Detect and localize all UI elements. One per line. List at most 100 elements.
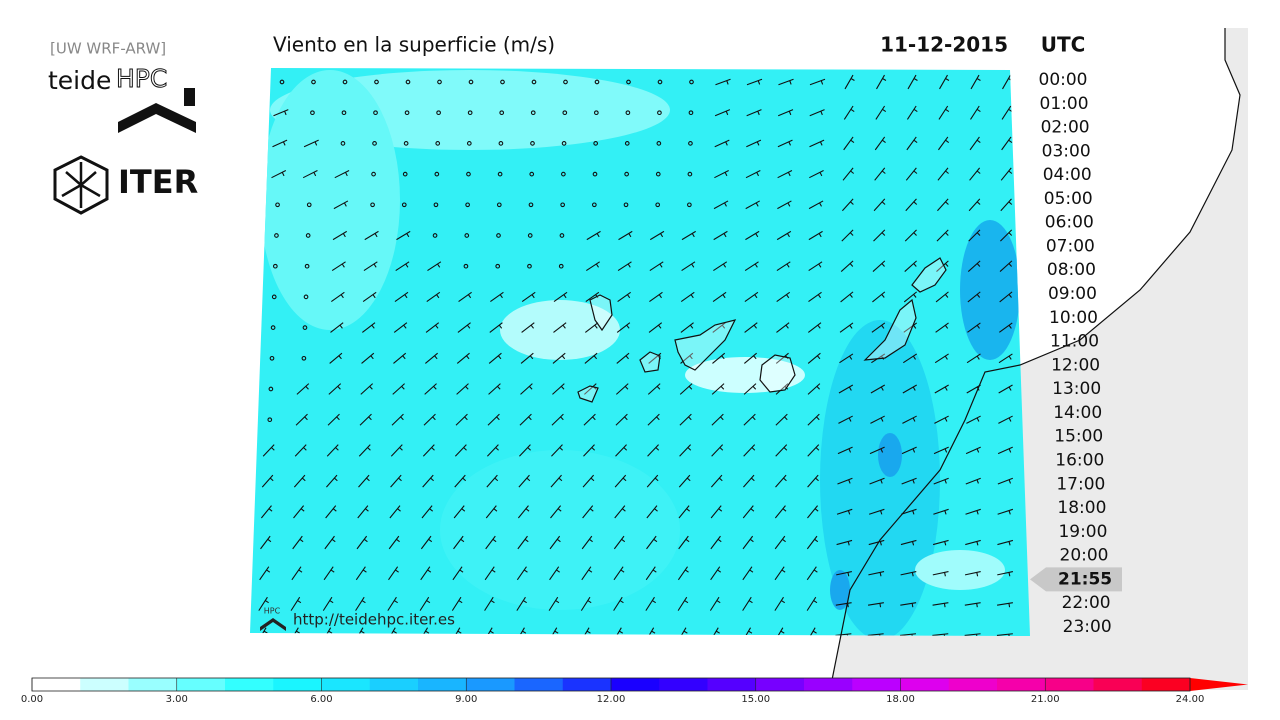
- wind-barb: [485, 505, 498, 519]
- time-item[interactable]: 23:00: [1063, 617, 1112, 637]
- calm-marker: [561, 171, 566, 177]
- time-item[interactable]: 14:00: [1053, 403, 1102, 423]
- wind-barb: [776, 291, 791, 302]
- calm-marker: [403, 141, 409, 146]
- wind-barb: [396, 230, 411, 241]
- wind-barb: [646, 505, 658, 519]
- wind-barb: [614, 474, 627, 488]
- time-item[interactable]: 04:00: [1043, 165, 1092, 185]
- wind-barb: [649, 291, 663, 302]
- wind-barb: [420, 535, 433, 550]
- wind-barb: [552, 352, 566, 364]
- wind-barb: [774, 505, 787, 519]
- time-item[interactable]: 10:00: [1049, 308, 1098, 328]
- wind-barb: [774, 627, 785, 636]
- wind-barb: [775, 474, 787, 488]
- wind-barb: [777, 109, 794, 117]
- time-item[interactable]: 07:00: [1046, 236, 1095, 256]
- time-item[interactable]: 22:00: [1062, 593, 1111, 613]
- logo-teide: teide: [48, 66, 111, 95]
- wind-barb: [841, 229, 854, 242]
- wind-barb: [362, 291, 377, 302]
- wind-barb: [426, 291, 441, 302]
- time-item[interactable]: 17:00: [1056, 474, 1105, 494]
- time-item[interactable]: 19:00: [1058, 522, 1107, 542]
- colorbar-segment: [32, 678, 81, 691]
- wind-barb: [997, 539, 1014, 546]
- time-item[interactable]: 09:00: [1048, 284, 1097, 304]
- calm-marker: [657, 110, 662, 116]
- wind-barb: [582, 474, 595, 488]
- wind-barb: [614, 505, 626, 519]
- calm-marker: [530, 110, 536, 116]
- wind-barb: [645, 566, 657, 581]
- wind-barb: [844, 74, 855, 90]
- wind-barb: [427, 261, 442, 272]
- time-item[interactable]: 02:00: [1041, 118, 1090, 138]
- calm-marker: [270, 325, 276, 330]
- calm-marker: [594, 79, 600, 85]
- wind-barb: [868, 570, 885, 577]
- calm-marker: [433, 202, 439, 208]
- wind-barb: [744, 261, 759, 272]
- time-item[interactable]: 11:00: [1050, 332, 1099, 352]
- wind-barb: [743, 444, 756, 457]
- wind-barb: [331, 291, 345, 302]
- wind-barb: [808, 230, 823, 241]
- wind-barb: [290, 596, 302, 611]
- wind-barb: [488, 383, 501, 395]
- wind-barb: [680, 322, 694, 333]
- wind-barb: [329, 352, 343, 364]
- wind-barb: [841, 198, 854, 212]
- coastline: [829, 28, 1241, 691]
- wind-barb: [333, 200, 349, 210]
- calm-marker: [302, 325, 308, 330]
- wind-barb: [359, 413, 372, 426]
- wind-barb: [842, 167, 855, 181]
- wind-barb: [391, 413, 404, 426]
- wind-barb: [712, 322, 726, 333]
- time-item[interactable]: 05:00: [1044, 189, 1093, 209]
- wind-barb: [420, 566, 432, 581]
- calm-marker: [370, 202, 375, 208]
- time-item[interactable]: 03:00: [1042, 141, 1091, 161]
- wind-barb: [322, 596, 334, 611]
- wind-barb: [679, 413, 692, 426]
- wind-barb: [932, 602, 949, 608]
- logo-iter: ITER: [118, 163, 198, 201]
- wind-barb: [617, 261, 632, 272]
- time-item[interactable]: 13:00: [1052, 379, 1101, 399]
- time-item[interactable]: 00:00: [1039, 70, 1088, 90]
- time-item[interactable]: 01:00: [1040, 94, 1089, 114]
- calm-marker: [275, 202, 280, 208]
- wind-barb: [679, 383, 693, 395]
- time-item[interactable]: 20:00: [1060, 546, 1109, 566]
- time-item[interactable]: 15:00: [1054, 427, 1103, 447]
- calm-marker: [688, 141, 693, 146]
- time-item[interactable]: 08:00: [1047, 260, 1096, 280]
- wind-barb: [776, 261, 791, 272]
- time-item[interactable]: 18:00: [1057, 498, 1106, 518]
- colorbar-segment: [418, 678, 467, 691]
- wind-barb: [967, 322, 981, 333]
- wind-barb: [905, 167, 918, 181]
- wind-barb: [452, 566, 464, 581]
- calm-marker: [592, 171, 598, 177]
- wind-barb: [997, 446, 1013, 455]
- wind-barb: [965, 539, 981, 546]
- wind-barb: [484, 566, 496, 581]
- wind-barb: [1001, 105, 1013, 120]
- time-item[interactable]: 12:00: [1051, 355, 1100, 375]
- wind-barb: [485, 535, 497, 550]
- time-item[interactable]: 16:00: [1055, 450, 1104, 470]
- colorbar-segment: [321, 678, 371, 691]
- wind-barb: [580, 596, 592, 611]
- wind-barb: [743, 474, 755, 488]
- wind-barb: [486, 444, 499, 457]
- wind-barb: [583, 444, 596, 457]
- wind-barb: [867, 633, 884, 636]
- time-item[interactable]: 06:00: [1045, 213, 1094, 233]
- calm-marker: [303, 294, 309, 300]
- calm-marker: [496, 233, 501, 238]
- wind-barb: [807, 474, 819, 488]
